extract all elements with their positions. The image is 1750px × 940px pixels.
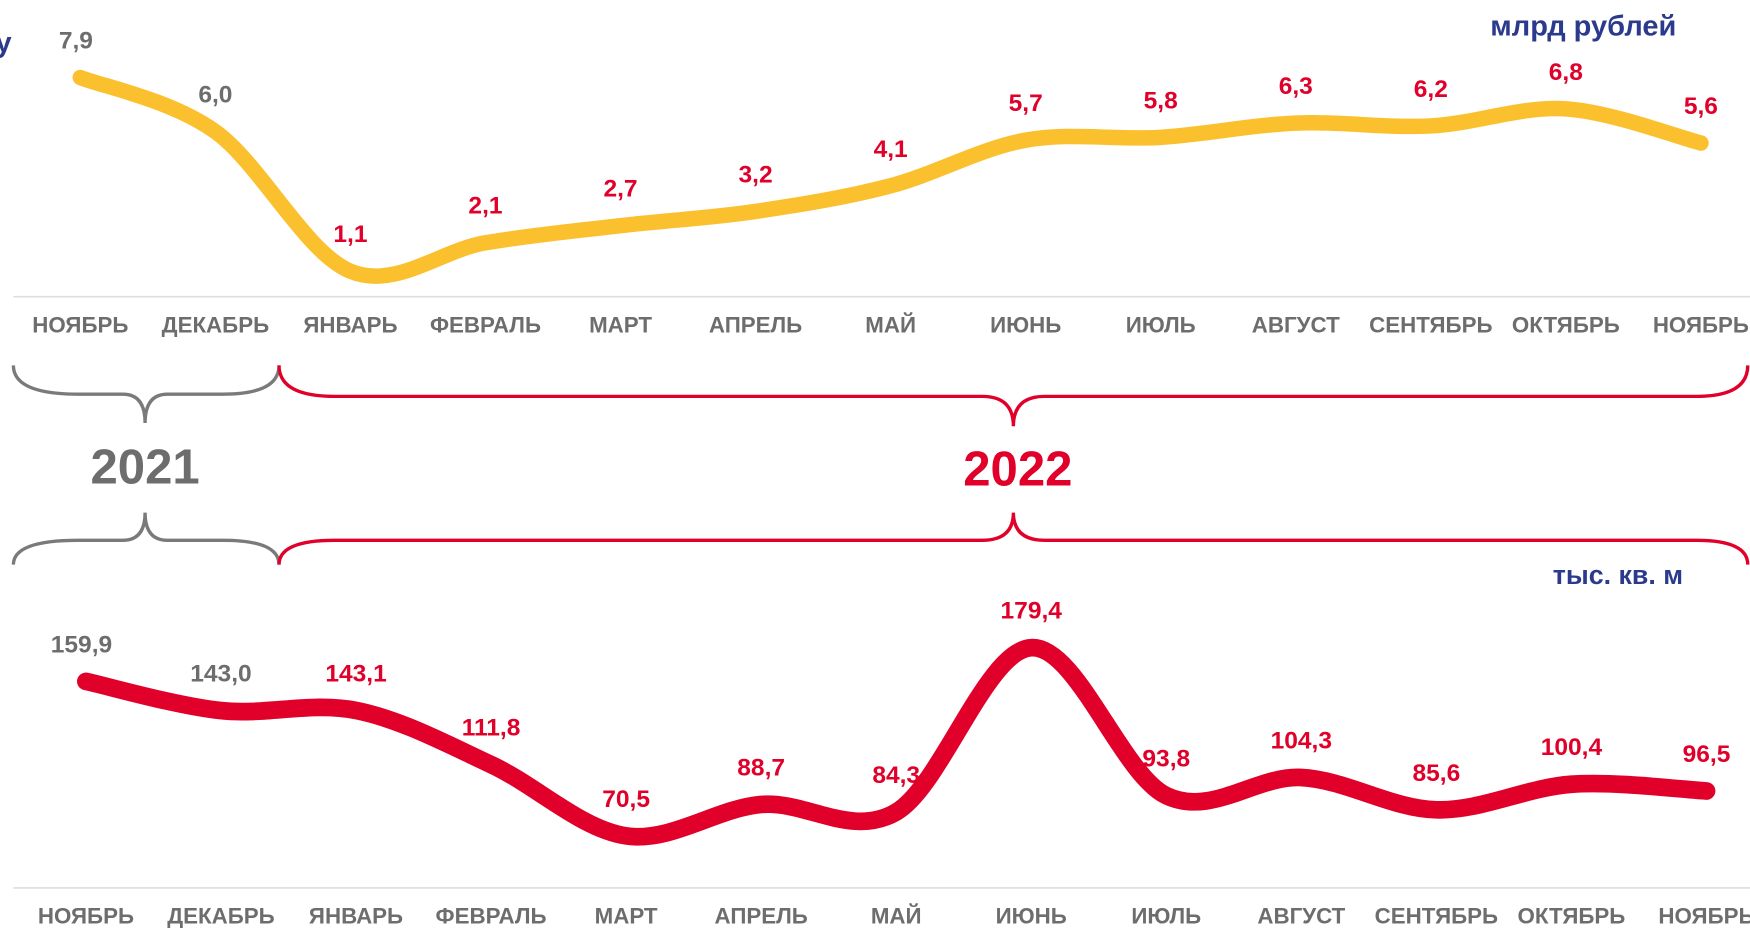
data-label: 111,8 <box>462 715 521 742</box>
x-tick-label: НОЯБРЬ <box>38 904 134 929</box>
x-tick-label: НОЯБРЬ <box>1653 313 1749 338</box>
x-tick-label: МАЙ <box>871 904 922 929</box>
x-tick-label: АВГУСТ <box>1252 313 1340 338</box>
data-label: 143,0 <box>190 661 251 688</box>
data-label: 6,3 <box>1279 73 1313 100</box>
x-tick-label: АПРЕЛЬ <box>715 904 808 929</box>
data-label: 5,7 <box>1009 90 1043 117</box>
data-label: 100,4 <box>1541 734 1603 761</box>
unit-label: млрд рублей <box>1490 10 1676 42</box>
x-tick-label: МАРТ <box>595 904 658 929</box>
x-tick-label: АПРЕЛЬ <box>709 313 802 338</box>
x-tick-label: ОКТЯБРЬ <box>1512 313 1620 338</box>
data-label: 6,0 <box>198 82 232 109</box>
x-tick-label: ДЕКАБРЬ <box>162 313 269 338</box>
x-tick-label: ФЕВРАЛЬ <box>436 904 547 929</box>
title-fragment: у <box>0 27 12 59</box>
data-label: 5,6 <box>1684 93 1718 120</box>
data-label: 2,7 <box>603 176 637 203</box>
unit-label: тыс. кв. м <box>1553 560 1683 590</box>
data-label: 5,8 <box>1144 87 1178 114</box>
data-label: 88,7 <box>737 755 785 782</box>
data-label: 4,1 <box>874 136 908 163</box>
line <box>77 638 1716 846</box>
data-label: 7,9 <box>59 28 93 55</box>
x-tick-label: СЕНТЯБРЬ <box>1375 904 1498 929</box>
brace <box>11 365 281 423</box>
data-label: 84,3 <box>872 762 920 789</box>
brace <box>11 512 281 565</box>
data-label: 3,2 <box>739 162 773 189</box>
x-tick-label: ИЮЛЬ <box>1126 313 1196 338</box>
data-label: 179,4 <box>1001 598 1063 625</box>
data-label: 96,5 <box>1683 741 1731 768</box>
data-label: 143,1 <box>325 661 386 688</box>
data-label: 6,8 <box>1549 59 1583 86</box>
data-label: 85,6 <box>1413 760 1461 787</box>
x-tick-label: ЯНВАРЬ <box>303 313 397 338</box>
year-label: 2022 <box>963 443 1072 497</box>
data-label: 93,8 <box>1142 746 1190 773</box>
x-tick-label: НОЯБРЬ <box>32 313 128 338</box>
x-tick-label: СЕНТЯБРЬ <box>1369 313 1492 338</box>
data-label: 6,2 <box>1414 76 1448 103</box>
x-tick-label: МАЙ <box>865 313 916 338</box>
x-tick-label: МАРТ <box>589 313 652 338</box>
x-tick-label: ОКТЯБРЬ <box>1518 904 1626 929</box>
year-label: 2021 <box>90 441 199 495</box>
x-tick-label: ДЕКАБРЬ <box>167 904 274 929</box>
brace <box>277 512 1750 565</box>
line <box>72 69 1709 284</box>
brace <box>277 365 1750 427</box>
x-tick-label: ИЮНЬ <box>996 904 1067 929</box>
x-tick-label: ЯНВАРЬ <box>309 904 403 929</box>
data-label: 104,3 <box>1271 728 1332 755</box>
data-label: 2,1 <box>468 193 502 220</box>
data-label: 70,5 <box>602 786 650 813</box>
x-tick-label: ИЮНЬ <box>990 313 1061 338</box>
x-tick-label: АВГУСТ <box>1257 904 1345 929</box>
data-label: 1,1 <box>333 221 367 248</box>
data-label: 159,9 <box>51 631 112 658</box>
x-tick-label: ИЮЛЬ <box>1131 904 1201 929</box>
x-tick-label: НОЯБРЬ <box>1658 904 1750 929</box>
x-tick-label: ФЕВРАЛЬ <box>430 313 541 338</box>
